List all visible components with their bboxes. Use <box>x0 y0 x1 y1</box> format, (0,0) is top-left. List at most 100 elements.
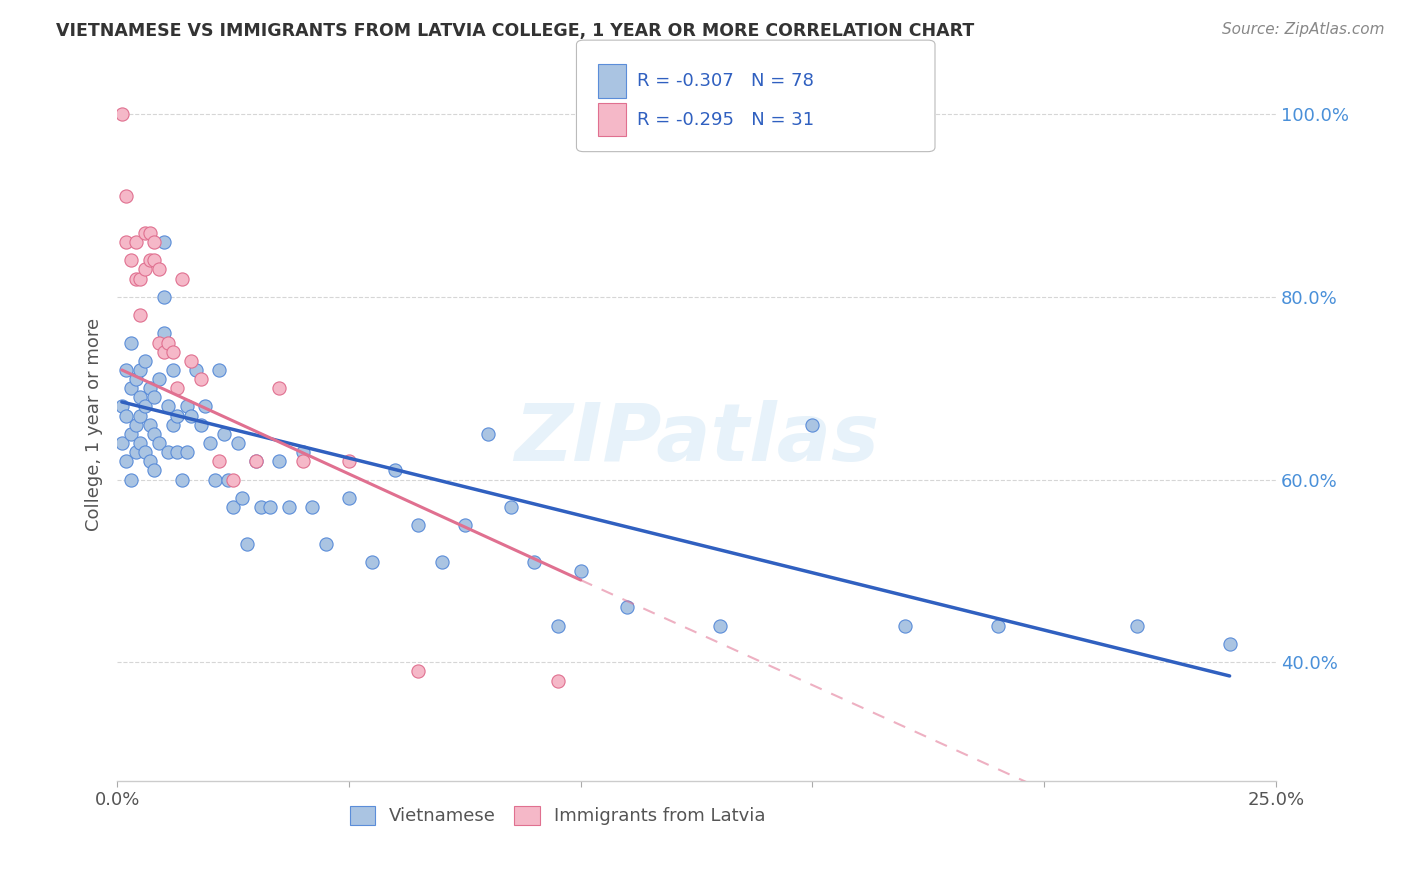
Text: Source: ZipAtlas.com: Source: ZipAtlas.com <box>1222 22 1385 37</box>
Point <box>148 262 170 277</box>
Point <box>120 253 142 268</box>
Point <box>361 555 384 569</box>
Point <box>162 363 184 377</box>
Point <box>430 555 453 569</box>
Point <box>134 400 156 414</box>
Point <box>125 235 148 249</box>
Point <box>129 271 152 285</box>
Point <box>259 500 281 514</box>
Point <box>111 107 134 121</box>
Point <box>125 445 148 459</box>
Point <box>176 400 198 414</box>
Point <box>162 417 184 432</box>
Point <box>157 400 180 414</box>
Point <box>1219 637 1241 651</box>
Point <box>454 518 477 533</box>
Point <box>143 390 166 404</box>
Point <box>236 536 259 550</box>
Point <box>523 555 546 569</box>
Point <box>138 417 160 432</box>
Point <box>194 400 217 414</box>
Point <box>129 363 152 377</box>
Point <box>547 618 569 632</box>
Point <box>115 235 138 249</box>
Point <box>198 436 221 450</box>
Point <box>337 491 360 505</box>
Point <box>166 409 188 423</box>
Point <box>212 426 235 441</box>
Point <box>125 417 148 432</box>
Point <box>152 344 174 359</box>
Point <box>269 454 291 468</box>
Point <box>148 372 170 386</box>
Point <box>134 262 156 277</box>
Text: R = -0.307   N = 78: R = -0.307 N = 78 <box>637 72 814 90</box>
Point <box>222 473 245 487</box>
Point <box>138 454 160 468</box>
Point <box>180 409 202 423</box>
Point <box>134 226 156 240</box>
Point <box>269 381 291 395</box>
Point <box>184 363 207 377</box>
Point <box>129 409 152 423</box>
Point <box>231 491 253 505</box>
Point <box>148 436 170 450</box>
Text: R = -0.295   N = 31: R = -0.295 N = 31 <box>637 111 814 128</box>
Point <box>217 473 239 487</box>
Point <box>152 326 174 341</box>
Point <box>129 390 152 404</box>
Point <box>143 253 166 268</box>
Point <box>569 564 592 578</box>
Point <box>115 409 138 423</box>
Point <box>129 308 152 322</box>
Point <box>501 500 523 514</box>
Point <box>120 381 142 395</box>
Point <box>162 344 184 359</box>
Point <box>125 271 148 285</box>
Y-axis label: College, 1 year or more: College, 1 year or more <box>86 318 103 532</box>
Point <box>801 417 824 432</box>
Point <box>138 253 160 268</box>
Point <box>208 363 231 377</box>
Point <box>204 473 226 487</box>
Point <box>208 454 231 468</box>
Point <box>148 335 170 350</box>
Point <box>245 454 267 468</box>
Point <box>176 445 198 459</box>
Point <box>408 665 430 679</box>
Point <box>315 536 337 550</box>
Point <box>172 271 194 285</box>
Point <box>111 436 134 450</box>
Point <box>1126 618 1149 632</box>
Point <box>384 463 406 477</box>
Point <box>125 372 148 386</box>
Point <box>477 426 499 441</box>
Point <box>115 454 138 468</box>
Point <box>172 473 194 487</box>
Point <box>291 445 314 459</box>
Point <box>138 226 160 240</box>
Point <box>166 445 188 459</box>
Point <box>222 500 245 514</box>
Point <box>143 235 166 249</box>
Point <box>138 381 160 395</box>
Point <box>134 354 156 368</box>
Point <box>408 518 430 533</box>
Point <box>337 454 360 468</box>
Legend: Vietnamese, Immigrants from Latvia: Vietnamese, Immigrants from Latvia <box>350 806 765 825</box>
Point <box>115 363 138 377</box>
Point <box>250 500 273 514</box>
Point <box>152 235 174 249</box>
Point <box>616 600 638 615</box>
Point <box>152 290 174 304</box>
Point <box>894 618 917 632</box>
Point <box>120 473 142 487</box>
Point <box>166 381 188 395</box>
Point <box>157 445 180 459</box>
Point <box>111 400 134 414</box>
Point <box>120 426 142 441</box>
Point <box>143 463 166 477</box>
Point <box>547 673 569 688</box>
Point <box>190 417 212 432</box>
Text: ZIPatlas: ZIPatlas <box>515 400 879 478</box>
